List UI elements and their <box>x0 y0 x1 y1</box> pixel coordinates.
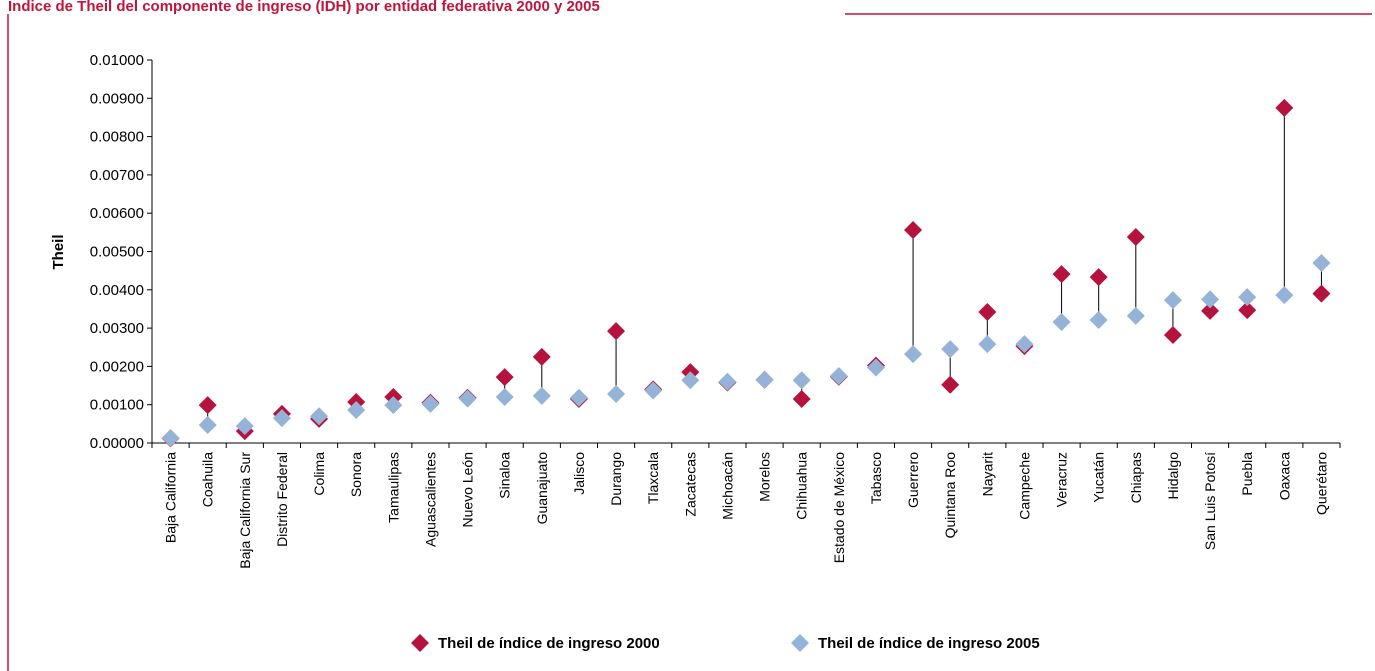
x-tick-label: Quintana Roo <box>942 452 958 539</box>
y-tick-label: 0.00100 <box>90 397 144 414</box>
x-tick-label: Veracruz <box>1054 452 1070 507</box>
point <box>1201 301 1220 320</box>
point <box>941 375 960 394</box>
x-tick-label: Sonora <box>348 452 364 497</box>
x-tick-label: Querétaro <box>1313 452 1329 515</box>
x-tick-label: Tlaxcala <box>645 452 661 504</box>
point <box>310 407 329 426</box>
y-tick-label: 0.00200 <box>90 358 144 375</box>
point <box>792 389 811 408</box>
y-axis-label: Theil <box>50 234 67 269</box>
point <box>569 388 588 407</box>
y-tick-label: 0.00500 <box>90 244 144 261</box>
x-tick-label: Zacatecas <box>682 452 698 517</box>
x-tick-label: Morelos <box>757 452 773 502</box>
x-tick-label: Colima <box>311 452 327 496</box>
y-tick-label: 0.00900 <box>90 90 144 107</box>
point <box>904 345 923 364</box>
point <box>607 384 626 403</box>
x-tick-label: Durango <box>608 452 624 506</box>
x-tick-label: Hidalgo <box>1165 452 1181 500</box>
point <box>1275 98 1294 117</box>
legend-label: Theil de índice de ingreso 2000 <box>438 635 660 652</box>
point <box>1089 268 1108 287</box>
point <box>978 303 997 322</box>
y-tick-label: 0.00700 <box>90 167 144 184</box>
point <box>1015 335 1034 354</box>
point <box>161 429 180 448</box>
y-tick-label: 0.00800 <box>90 129 144 146</box>
point <box>458 389 477 408</box>
y-tick-label: 0.00400 <box>90 282 144 299</box>
x-tick-label: Campeche <box>1016 452 1032 520</box>
x-tick-label: Yucatán <box>1091 452 1107 503</box>
point <box>384 396 403 415</box>
point <box>1238 288 1257 307</box>
legend-label: Theil de índice de ingreso 2005 <box>818 635 1040 652</box>
x-tick-label: Baja California Sur <box>237 452 253 569</box>
point <box>421 394 440 413</box>
point <box>755 370 774 389</box>
point <box>718 372 737 391</box>
point <box>347 401 366 420</box>
point <box>495 388 514 407</box>
point <box>1312 284 1331 303</box>
y-tick-label: 0.00000 <box>90 435 144 452</box>
x-tick-label: Coahuila <box>200 452 216 507</box>
x-tick-label: Distrito Federal <box>274 452 290 547</box>
x-tick-label: Oaxaca <box>1276 452 1292 500</box>
x-tick-label: Estado de México <box>831 452 847 563</box>
point <box>829 366 848 385</box>
point <box>792 371 811 390</box>
legend-marker <box>411 634 429 652</box>
x-tick-label: Jalisco <box>571 452 587 495</box>
x-tick-label: Chihuahua <box>794 452 810 520</box>
x-tick-label: Michoacán <box>719 452 735 520</box>
point <box>198 415 217 434</box>
x-tick-label: Guerrero <box>905 452 921 508</box>
point <box>644 381 663 400</box>
x-tick-label: Tabasco <box>868 452 884 504</box>
point <box>272 409 291 428</box>
point <box>1275 286 1294 305</box>
y-tick-label: 0.01000 <box>90 52 144 69</box>
point <box>1201 290 1220 309</box>
point <box>1163 291 1182 310</box>
point <box>1126 306 1145 325</box>
x-tick-label: Nayarit <box>979 452 995 496</box>
point <box>1312 253 1331 272</box>
y-tick-label: 0.00300 <box>90 320 144 337</box>
x-tick-label: Nuevo León <box>460 452 476 528</box>
x-tick-label: Tamaulipas <box>385 452 401 523</box>
point <box>532 386 551 405</box>
x-tick-label: Aguascalientes <box>422 452 438 547</box>
x-tick-label: Baja California <box>163 452 179 543</box>
point <box>235 417 254 436</box>
point <box>904 221 923 240</box>
point <box>1163 325 1182 344</box>
point <box>1126 227 1145 246</box>
x-tick-label: Puebla <box>1239 452 1255 496</box>
point <box>866 358 885 377</box>
x-tick-label: San Luis Potosí <box>1202 452 1218 550</box>
point <box>1052 265 1071 284</box>
point <box>198 396 217 415</box>
point <box>681 371 700 390</box>
point <box>1238 301 1257 320</box>
x-tick-label: Sinaloa <box>497 452 513 499</box>
point <box>978 335 997 354</box>
x-tick-label: Guanajuato <box>534 452 550 525</box>
y-tick-label: 0.00600 <box>90 205 144 222</box>
point <box>1089 311 1108 330</box>
point <box>1052 312 1071 331</box>
point <box>532 347 551 366</box>
x-tick-label: Chiapas <box>1128 452 1144 503</box>
point <box>607 322 626 341</box>
point <box>495 368 514 387</box>
legend-marker <box>791 634 809 652</box>
chart-title: Índice de Theil del componente de ingres… <box>8 0 600 15</box>
point <box>941 340 960 359</box>
